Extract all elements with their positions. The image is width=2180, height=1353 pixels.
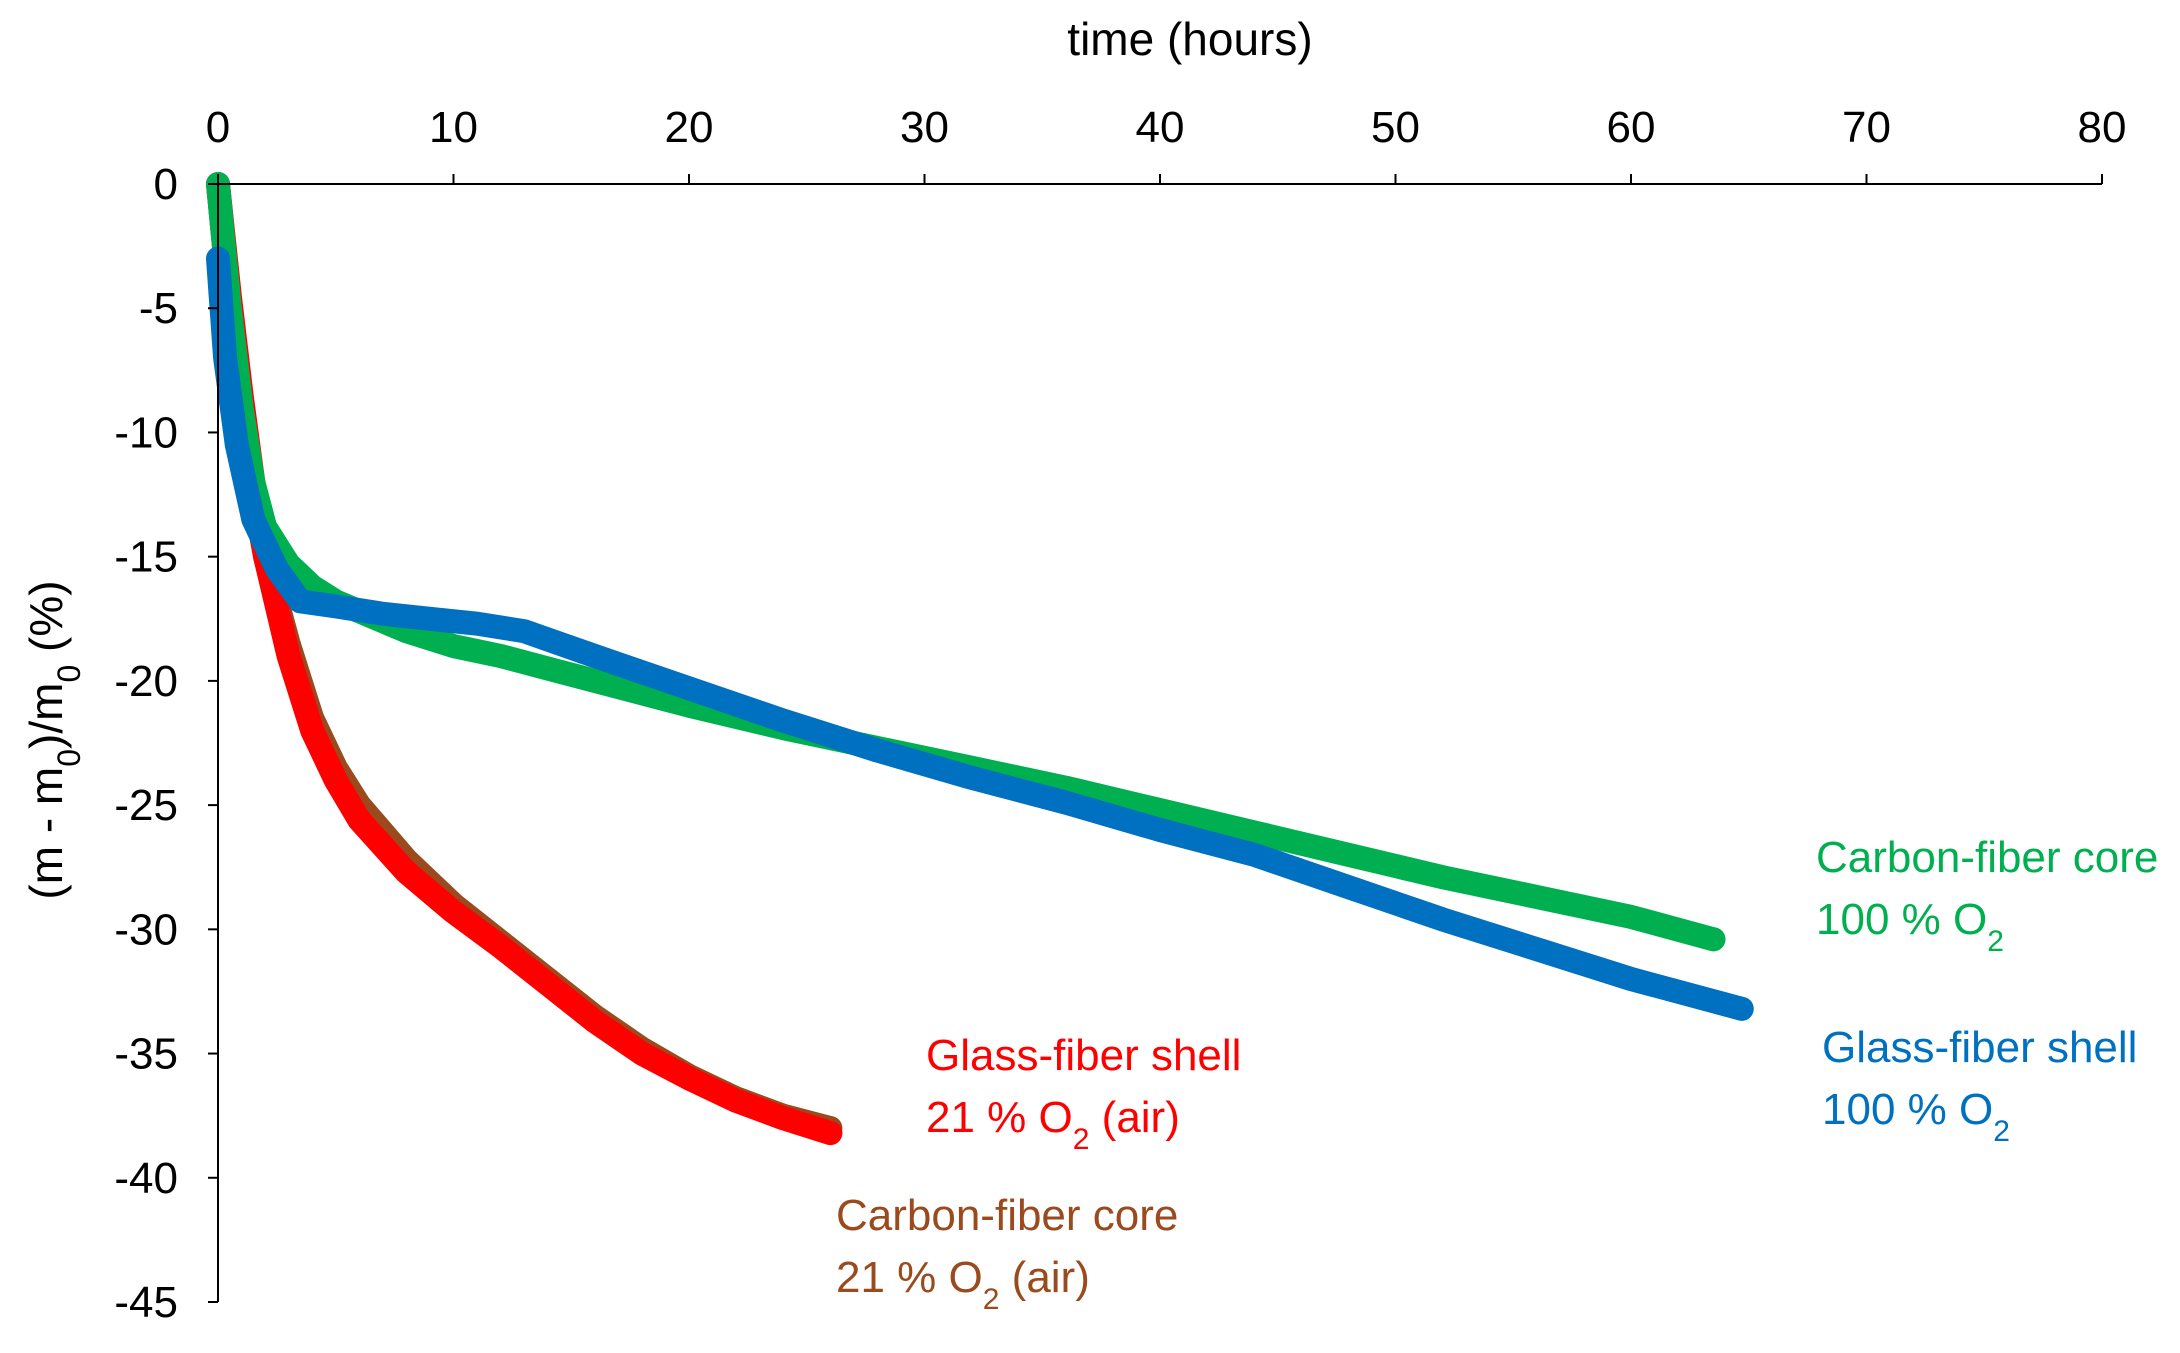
y-axis-title-subscript: 0 <box>51 665 87 683</box>
y-tick-label: -20 <box>114 657 178 706</box>
y-tick-label: -35 <box>114 1030 178 1079</box>
annotation-subscript: 2 <box>1993 1115 2010 1148</box>
annotation-line2: 100 % O2 <box>1822 1085 2010 1148</box>
annotation-part: (air) <box>999 1253 1089 1302</box>
annotation-line2: 21 % O2 (air) <box>926 1093 1180 1156</box>
x-tick-label: 70 <box>1842 103 1891 152</box>
x-tick-label: 50 <box>1371 103 1420 152</box>
x-tick-label: 20 <box>665 103 714 152</box>
annotation-subscript: 2 <box>983 1283 1000 1316</box>
x-tick-label: 30 <box>900 103 949 152</box>
annotation-line2: 21 % O2 (air) <box>836 1253 1090 1316</box>
series-line-carbon-o2 <box>206 172 1726 952</box>
annotation-line1: Carbon-fiber core <box>1816 833 2158 882</box>
x-tick-label: 40 <box>1136 103 1185 152</box>
y-tick-label: -15 <box>114 533 178 582</box>
y-tick-label: -5 <box>139 284 178 333</box>
series-end-point-carbon-o2 <box>1701 927 1726 952</box>
x-tick-label: 60 <box>1607 103 1656 152</box>
y-tick-label: -30 <box>114 905 178 954</box>
annotation-carbon-o2: Carbon-fiber core 100 % O2 <box>1816 833 2158 958</box>
annotation-subscript: 2 <box>1073 1123 1090 1156</box>
x-tick-label: 10 <box>429 103 478 152</box>
annotation-glass-air: Glass-fiber shell 21 % O2 (air) <box>926 1031 1241 1156</box>
y-tick-label: -45 <box>114 1278 178 1327</box>
y-axis-title: (m - m0)/m0 (%) <box>20 580 87 899</box>
annotation-subscript: 2 <box>1987 925 2004 958</box>
annotation-line1: Glass-fiber shell <box>1822 1023 2137 1072</box>
axes-layer: 0 10 20 30 40 50 60 70 80 0 -5 -10 -15 -20 -25 -30 -35 -4… <box>114 103 2126 1327</box>
x-axis-title: time (hours) <box>1067 13 1312 65</box>
series-end-point-glass-o2 <box>1729 996 1754 1021</box>
series-layer <box>206 172 1754 1146</box>
series-line-glass-o2 <box>206 246 1754 1021</box>
series-end-point-glass-air <box>818 1121 843 1146</box>
x-tick-label: 80 <box>2078 103 2127 152</box>
y-tick-label: -10 <box>114 408 178 457</box>
y-axis-title-subscript: 0 <box>51 749 87 767</box>
annotation-line1: Carbon-fiber core <box>836 1191 1178 1240</box>
y-tick-label: 0 <box>154 160 178 209</box>
y-axis-title-part: )/m <box>20 683 72 749</box>
annotation-glass-o2: Glass-fiber shell 100 % O2 <box>1822 1023 2137 1148</box>
annotation-part: 21 % O <box>836 1253 983 1302</box>
annotation-part: 21 % O <box>926 1093 1073 1142</box>
y-tick-label: -25 <box>114 781 178 830</box>
annotation-part: 100 % O <box>1816 895 1987 944</box>
annotation-line2: 100 % O2 <box>1816 895 2004 958</box>
annotation-carbon-air: Carbon-fiber core 21 % O2 (air) <box>836 1191 1178 1316</box>
y-tick-label: -40 <box>114 1154 178 1203</box>
annotation-part: (air) <box>1089 1093 1179 1142</box>
x-tick-label: 0 <box>206 103 230 152</box>
y-axis-title-part: (m - m <box>20 767 72 900</box>
y-axis-title-part: (%) <box>20 580 72 664</box>
annotation-part: 100 % O <box>1822 1085 1993 1134</box>
annotation-line1: Glass-fiber shell <box>926 1031 1241 1080</box>
